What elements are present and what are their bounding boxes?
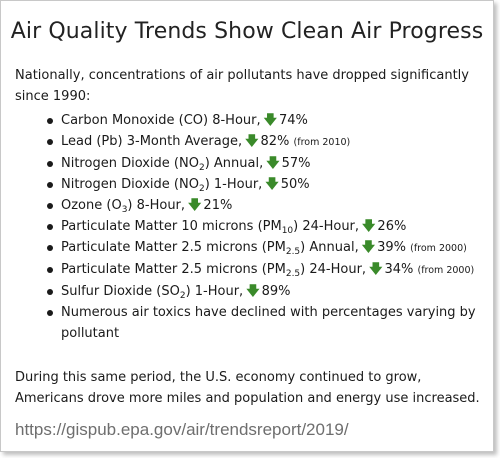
percent-value: 82% <box>260 134 290 149</box>
pollutant-list: Carbon Monoxide (CO) 8-Hour, 🡇 74% Lead (P… <box>47 110 487 344</box>
bullet-icon <box>47 118 53 124</box>
baseline-note: (from 2000) <box>417 265 475 276</box>
baseline-note: (from 2000) <box>410 243 467 254</box>
bullet-icon <box>47 310 53 316</box>
percent-value: 34% <box>384 262 414 277</box>
percent-value: 57% <box>281 156 311 171</box>
baseline-note: (from 2010) <box>293 137 351 148</box>
down-arrow-icon: 🡇 <box>188 198 202 213</box>
percent-value: 74% <box>278 113 308 128</box>
list-item: Sulfur Dioxide (SO2) 1-Hour, 🡇 89% <box>47 281 487 302</box>
down-arrow-icon: 🡇 <box>263 113 277 128</box>
list-item: Ozone (O3) 8-Hour, 🡇 21% <box>47 195 487 216</box>
list-item: Nitrogen Dioxide (NO2) Annual, 🡇 57% <box>47 153 487 174</box>
list-item: Nitrogen Dioxide (NO2) 1-Hour, 🡇 50% <box>47 174 487 195</box>
bullet-icon <box>47 161 53 167</box>
bullet-icon <box>47 203 53 209</box>
list-item: Carbon Monoxide (CO) 8-Hour, 🡇 74% <box>47 110 487 131</box>
percent-value: 39% <box>377 240 406 255</box>
bullet-icon <box>47 139 53 145</box>
percent-value: 50% <box>280 177 310 192</box>
down-arrow-icon: 🡇 <box>246 284 260 299</box>
percent-value: 26% <box>377 219 407 234</box>
bullet-icon <box>47 182 53 188</box>
source-url[interactable]: https://gispub.epa.gov/air/trendsreport/… <box>15 420 349 439</box>
bullet-icon <box>47 289 53 295</box>
down-arrow-icon: 🡇 <box>369 262 383 277</box>
intro-text: Nationally, concentrations of air pollut… <box>15 68 469 104</box>
list-item: Numerous air toxics have declined with p… <box>47 302 487 344</box>
outro-text: During this same period, the U.S. econom… <box>15 370 480 406</box>
down-arrow-icon: 🡇 <box>245 134 259 149</box>
list-item: Lead (Pb) 3-Month Average, 🡇 82% (from 201… <box>47 131 487 153</box>
slide-title: Air Quality Trends Show Clean Air Progre… <box>10 19 484 44</box>
down-arrow-icon: 🡇 <box>362 219 376 234</box>
down-arrow-icon: 🡇 <box>265 177 279 192</box>
slide-frame: Air Quality Trends Show Clean Air Progre… <box>0 0 494 452</box>
list-item: Particulate Matter 2.5 microns (PM2.5) 2… <box>47 259 487 281</box>
down-arrow-icon: 🡇 <box>361 240 376 255</box>
bullet-icon <box>47 245 53 251</box>
bullet-icon <box>47 267 53 273</box>
percent-value: 89% <box>261 284 291 299</box>
down-arrow-icon: 🡇 <box>266 156 280 171</box>
list-item: Particulate Matter 2.5 microns (PM2.5) A… <box>47 237 487 259</box>
percent-value: 21% <box>203 198 233 213</box>
bullet-icon <box>47 224 53 230</box>
list-item: Particulate Matter 10 microns (PM10) 24-… <box>47 216 487 237</box>
